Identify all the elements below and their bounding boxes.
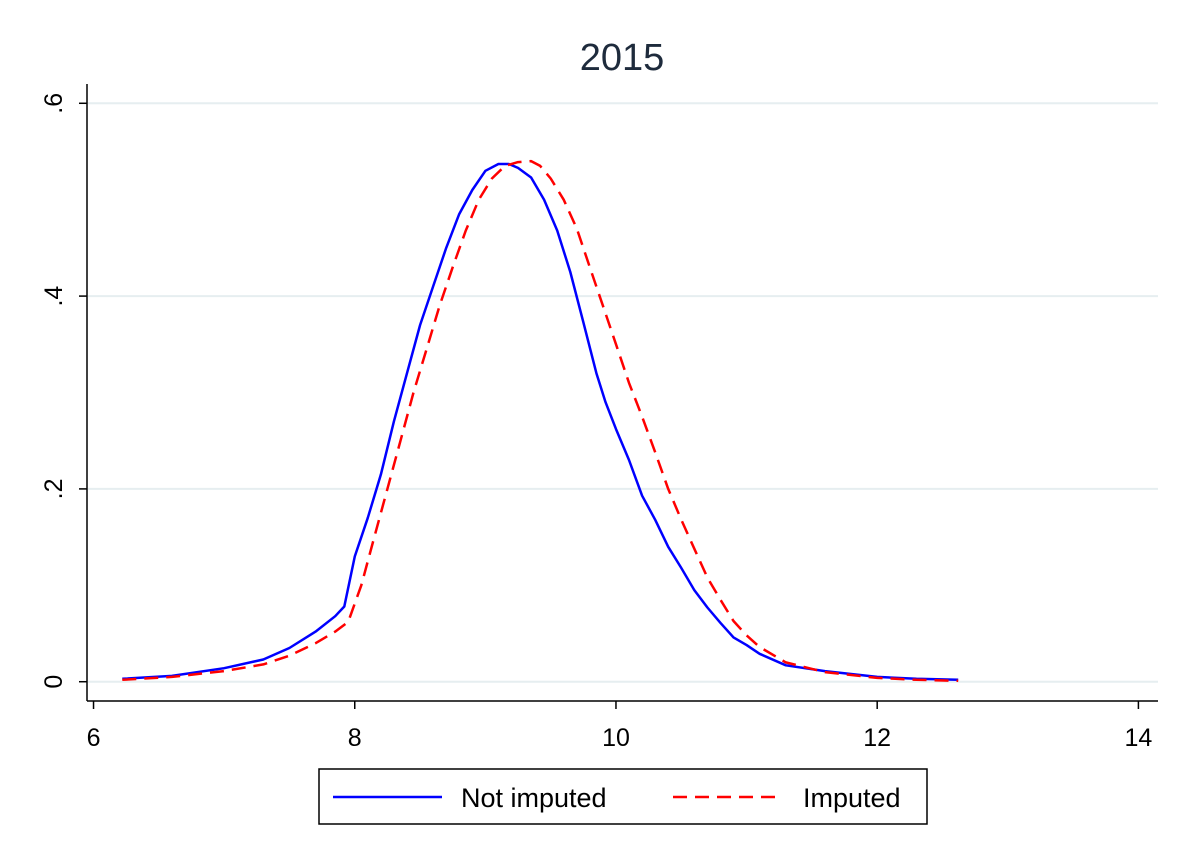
x-ticks: 6 8 10 12 14: [87, 701, 1153, 752]
y-tick-label: 0: [40, 675, 68, 689]
y-tick-label: .4: [40, 286, 68, 307]
series-line-not-imputed: [122, 162, 959, 682]
series-line-imputed: [122, 159, 959, 683]
gridlines: [88, 102, 1158, 683]
y-tick-label: .2: [40, 478, 68, 499]
y-tick-label: .6: [40, 93, 68, 114]
x-tick-label: 6: [87, 724, 101, 752]
legend-label-imputed: Imputed: [803, 783, 901, 813]
y-ticks: 0 .2 .4 .6: [40, 93, 87, 689]
chart-title: 2015: [580, 37, 665, 79]
legend-label-not-imputed: Not imputed: [461, 783, 607, 813]
legend: Not imputed Imputed: [318, 768, 928, 825]
x-tick-label: 12: [863, 724, 891, 752]
x-tick-label: 14: [1125, 724, 1153, 752]
plot-series: [122, 159, 959, 683]
x-tick-label: 10: [602, 724, 630, 752]
x-tick-label: 8: [348, 724, 362, 752]
